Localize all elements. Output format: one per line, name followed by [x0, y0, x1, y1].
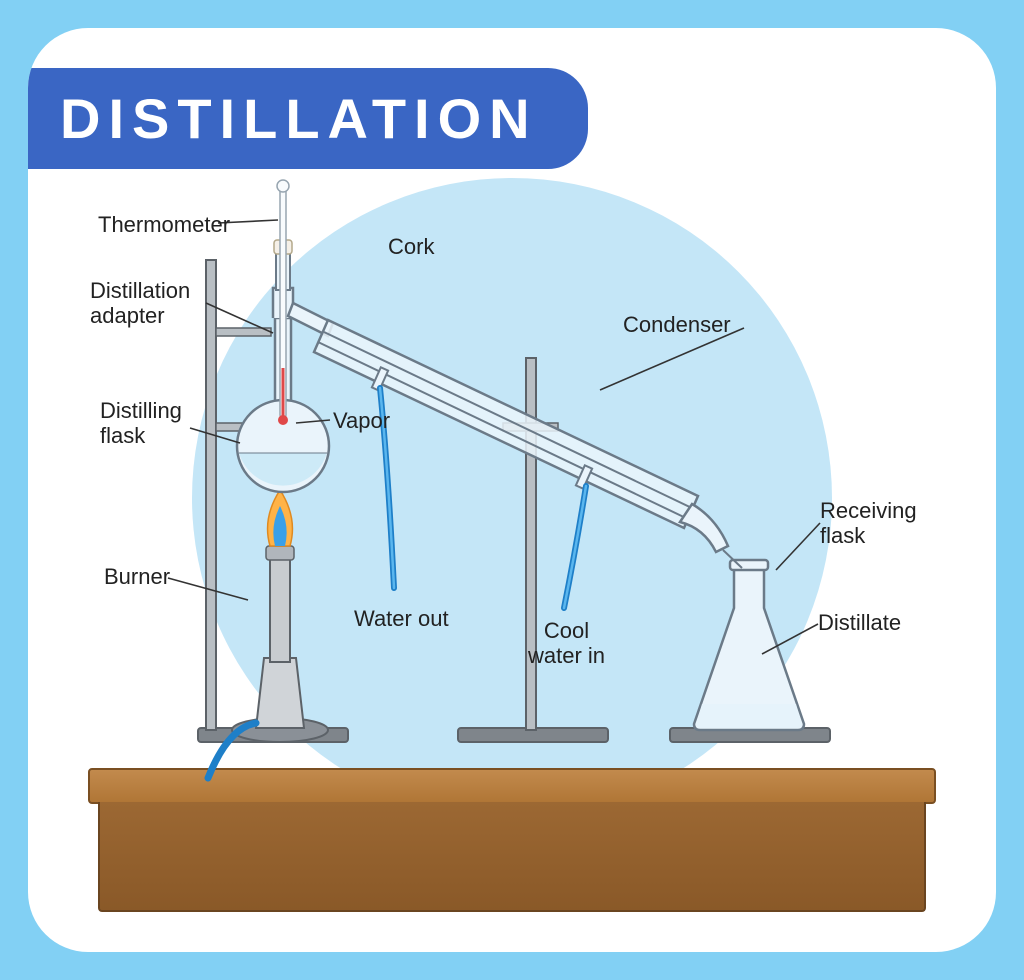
label-distillation-adapter: Distillation adapter — [90, 278, 190, 329]
page-title: Distillation — [60, 87, 538, 150]
label-distillate: Distillate — [818, 610, 901, 635]
label-receiving-flask: Receiving flask — [820, 498, 917, 549]
label-distilling-flask: Distilling flask — [100, 398, 182, 449]
outer-frame: Distillation — [0, 0, 1024, 980]
label-thermometer: Thermometer — [98, 212, 230, 237]
label-cool-water-in: Cool water in — [528, 618, 605, 669]
diagram-card: Distillation — [28, 28, 996, 952]
title-bar: Distillation — [28, 68, 588, 169]
label-cork: Cork — [388, 234, 434, 259]
label-water-out: Water out — [354, 606, 449, 631]
label-vapor: Vapor — [333, 408, 390, 433]
label-burner: Burner — [104, 564, 170, 589]
label-condenser: Condenser — [623, 312, 731, 337]
